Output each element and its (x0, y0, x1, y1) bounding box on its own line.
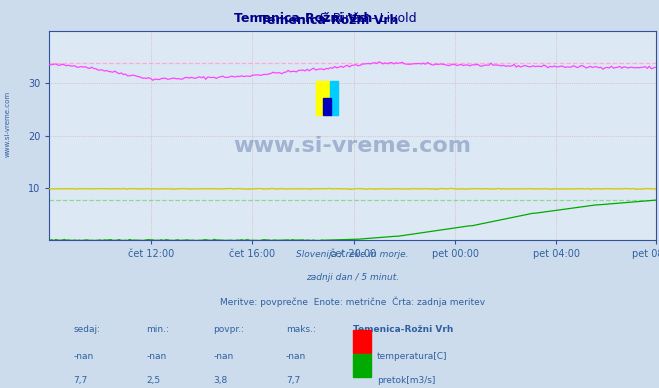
Text: Temenica-Rožni Vrh: Temenica-Rožni Vrh (234, 12, 372, 26)
Text: www.si-vreme.com: www.si-vreme.com (233, 136, 472, 156)
Text: -nan: -nan (74, 352, 94, 361)
Text: 7,7: 7,7 (74, 376, 88, 385)
Text: Temenica-Rožni Vrh: Temenica-Rožni Vrh (260, 14, 399, 27)
Text: zadnji dan / 5 minut.: zadnji dan / 5 minut. (306, 274, 399, 282)
Text: 2,5: 2,5 (146, 376, 161, 385)
Text: & Rinža - Livold: & Rinža - Livold (314, 12, 416, 26)
Bar (330, 81, 338, 115)
Bar (316, 81, 330, 115)
Text: maks.:: maks.: (286, 325, 316, 334)
Text: 7,7: 7,7 (286, 376, 300, 385)
Text: Slovenija / reke in morje.: Slovenija / reke in morje. (297, 250, 409, 260)
Text: -nan: -nan (213, 352, 233, 361)
Bar (353, 354, 371, 378)
Text: temperatura[C]: temperatura[C] (377, 352, 447, 361)
Text: -nan: -nan (286, 352, 306, 361)
Text: Meritve: povprečne  Enote: metrične  Črta: zadnja meritev: Meritve: povprečne Enote: metrične Črta:… (220, 296, 485, 307)
Bar (323, 98, 331, 115)
Text: min.:: min.: (146, 325, 169, 334)
Text: povpr.:: povpr.: (213, 325, 244, 334)
Text: Temenica-Rožni Vrh: Temenica-Rožni Vrh (353, 325, 453, 334)
Text: sedaj:: sedaj: (74, 325, 101, 334)
Text: -nan: -nan (146, 352, 167, 361)
Text: 3,8: 3,8 (213, 376, 227, 385)
Text: www.si-vreme.com: www.si-vreme.com (5, 91, 11, 157)
Bar (353, 330, 371, 353)
Text: pretok[m3/s]: pretok[m3/s] (377, 376, 435, 385)
